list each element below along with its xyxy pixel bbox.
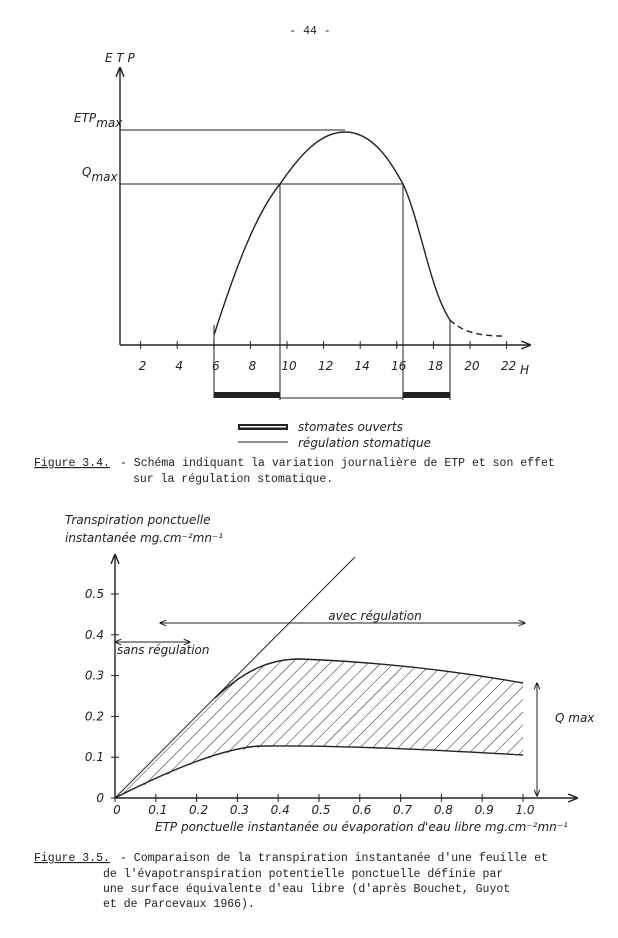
legend-swatch-gap	[240, 426, 286, 428]
open-bar	[403, 392, 450, 398]
caption-line: de l'évapotranspiration potentielle ponc…	[103, 868, 503, 881]
x-tick-label: 8	[249, 359, 257, 373]
annotation: Q max	[555, 711, 595, 725]
x-tick-label: 0.5	[311, 803, 330, 817]
figure-2: Transpiration ponctuelle instantanée mg.…	[34, 513, 595, 911]
x-tick-label: 0	[113, 803, 121, 817]
figure-1: E T P ETPmax Qmax H 2 4 6 8 10 12 14 16 18 20 22 s…	[34, 51, 555, 486]
y-tick-label: 0.3	[85, 669, 104, 683]
x-tick-label: 4	[175, 359, 183, 373]
x-tick-label: 0.1	[148, 803, 167, 817]
x-tick-label: 1.0	[515, 803, 534, 817]
open-bar	[214, 392, 280, 398]
etp-curve-dashed	[449, 319, 503, 337]
x-tick-label: 16	[391, 359, 407, 373]
x-tick-label: 0.7	[393, 803, 412, 817]
x-tick-label: 0.8	[434, 803, 453, 817]
y-axis-label: Transpiration ponctuelle	[65, 513, 211, 527]
ticks: 0 0.1 0.2 0.3 0.4 0.5 0 0.1 0.2 0.3 0.4 0.5 0.6 0.7 0.…	[85, 587, 535, 817]
y-tick-label: 0.1	[85, 750, 104, 764]
x-tick-label: 0.4	[271, 803, 290, 817]
y-axis-label: instantanée mg.cm⁻²mn⁻¹	[65, 531, 223, 545]
x-tick-label: 0.3	[230, 803, 249, 817]
q-max-label: Qmax	[82, 165, 118, 184]
x-tick-label: 0.6	[352, 803, 371, 817]
caption-label: Figure 3.4.	[34, 457, 110, 470]
annotation: sans régulation	[117, 643, 210, 657]
x-tick-label: 6	[212, 359, 220, 373]
caption-label: Figure 3.5.	[34, 852, 110, 865]
transpiration-curve	[214, 658, 524, 699]
x-tick-label: 12	[318, 359, 333, 373]
x-tick-label: 0.2	[189, 803, 208, 817]
x-ticks: 2 4 6 8 10 12 14 16 18 20 22	[139, 341, 516, 373]
x-tick-label: 0.9	[475, 803, 494, 817]
etp-curve	[213, 131, 451, 336]
page-number: - 44 -	[289, 25, 330, 38]
x-unit: H	[520, 363, 529, 377]
y-tick-label: 0	[96, 791, 104, 805]
caption-line: et de Parcevaux 1966).	[103, 898, 255, 911]
x-tick-label: 10	[281, 359, 297, 373]
no-regulation-line	[114, 556, 356, 799]
x-tick-label: 18	[428, 359, 444, 373]
annotation: avec régulation	[328, 609, 421, 623]
caption-line: - Schéma indiquant la variation journali…	[120, 457, 555, 470]
x-tick-label: 22	[501, 359, 516, 373]
y-axis-label: E T P	[105, 51, 136, 65]
x-tick-label: 20	[464, 359, 480, 373]
label: Q	[82, 165, 91, 179]
caption-line: une surface équivalente d'eau libre (d'a…	[103, 883, 510, 896]
hatched-area	[115, 659, 523, 798]
caption-line: sur la régulation stomatique.	[133, 473, 333, 486]
x-axis-label: ETP ponctuelle instantanée ou évaporatio…	[155, 820, 568, 834]
x-tick-label: 2	[139, 359, 147, 373]
legend-label: stomates ouverts	[298, 420, 403, 434]
caption-line: - Comparaison de la transpiration instan…	[120, 852, 548, 865]
sub: max	[96, 116, 123, 130]
etp-max-label: ETPmax	[74, 111, 123, 130]
y-tick-label: 0.4	[85, 628, 104, 642]
legend-label: régulation stomatique	[298, 436, 431, 450]
x-tick-label: 14	[355, 359, 370, 373]
label: ETP	[74, 111, 97, 125]
y-tick-label: 0.2	[85, 709, 104, 723]
y-tick-label: 0.5	[85, 587, 104, 601]
sub: max	[91, 170, 118, 184]
transpiration-curve	[114, 745, 524, 799]
